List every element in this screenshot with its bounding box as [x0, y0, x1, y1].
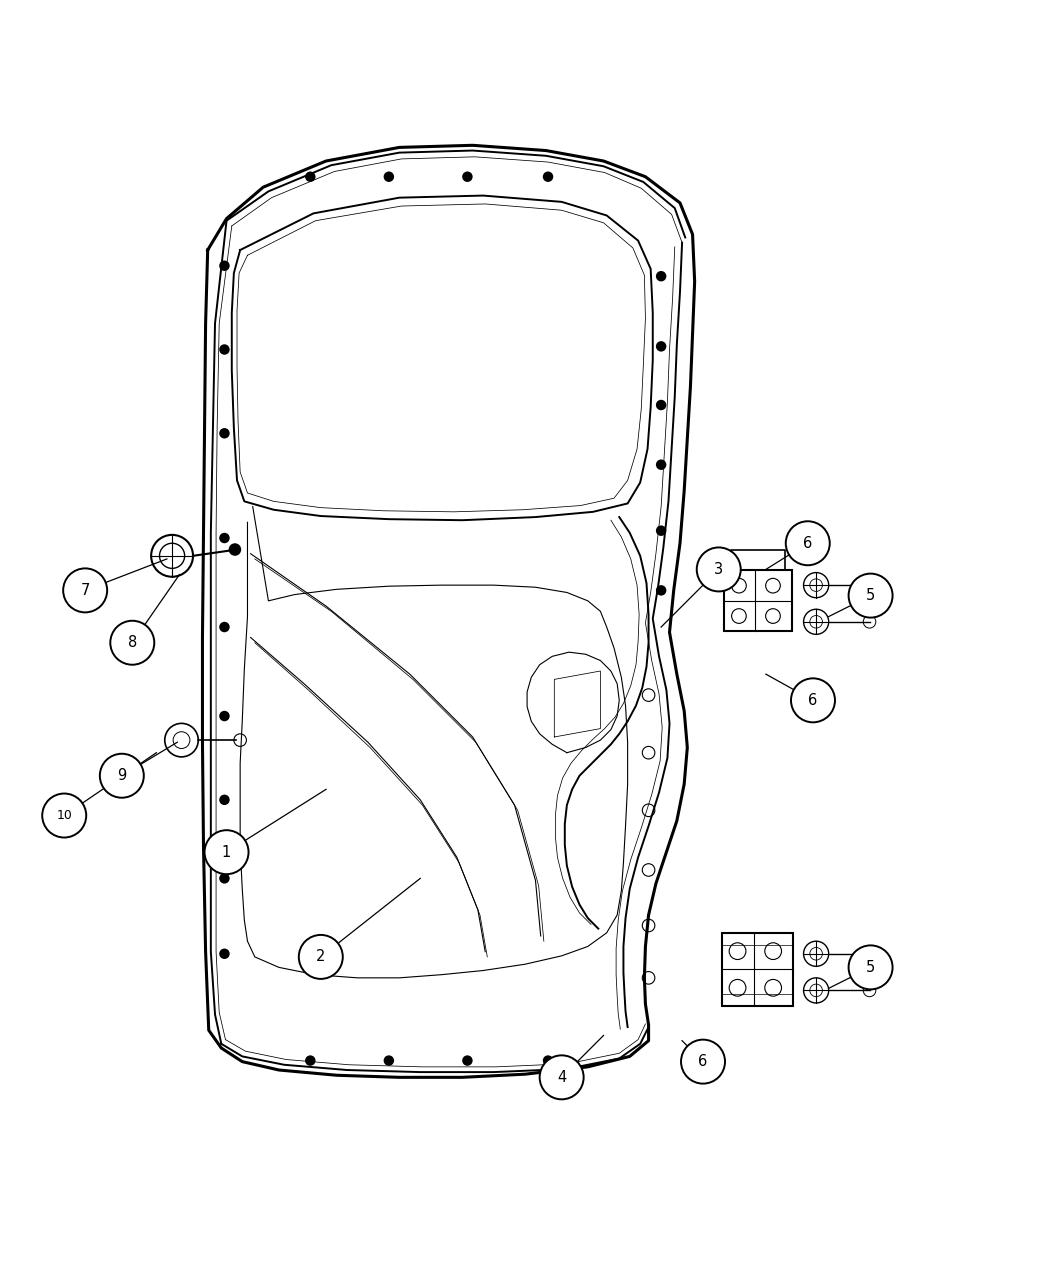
Circle shape: [543, 1056, 553, 1066]
Circle shape: [306, 171, 316, 182]
Text: 6: 6: [803, 536, 813, 551]
Circle shape: [681, 1039, 724, 1084]
Circle shape: [656, 400, 667, 411]
Circle shape: [462, 171, 472, 182]
Circle shape: [462, 1056, 472, 1066]
Circle shape: [306, 1056, 316, 1066]
Circle shape: [848, 945, 892, 989]
Circle shape: [383, 171, 394, 182]
Circle shape: [219, 260, 230, 272]
Circle shape: [110, 621, 154, 664]
Text: 7: 7: [81, 583, 90, 598]
Circle shape: [785, 521, 830, 565]
Circle shape: [219, 873, 230, 884]
Text: 4: 4: [558, 1070, 566, 1085]
Circle shape: [219, 710, 230, 722]
Circle shape: [656, 272, 667, 282]
Circle shape: [100, 754, 144, 798]
Text: 6: 6: [698, 1054, 708, 1070]
Circle shape: [791, 678, 835, 723]
Circle shape: [848, 574, 892, 617]
Circle shape: [219, 533, 230, 543]
Text: 2: 2: [316, 950, 326, 964]
Circle shape: [383, 1056, 394, 1066]
Circle shape: [229, 543, 242, 556]
FancyBboxPatch shape: [723, 570, 792, 631]
Circle shape: [656, 585, 667, 595]
Circle shape: [63, 569, 107, 612]
Circle shape: [205, 830, 249, 875]
Text: 5: 5: [866, 588, 876, 603]
Circle shape: [299, 935, 342, 979]
Circle shape: [219, 949, 230, 959]
Text: 3: 3: [714, 562, 723, 576]
Text: 9: 9: [118, 769, 126, 783]
Text: 10: 10: [57, 810, 72, 822]
FancyBboxPatch shape: [722, 933, 793, 1006]
Circle shape: [656, 459, 667, 470]
Circle shape: [219, 622, 230, 632]
Text: 6: 6: [808, 692, 818, 708]
Circle shape: [219, 794, 230, 805]
Circle shape: [42, 793, 86, 838]
Circle shape: [656, 342, 667, 352]
Circle shape: [697, 547, 740, 592]
Circle shape: [219, 344, 230, 354]
Circle shape: [540, 1056, 584, 1099]
Text: 1: 1: [222, 844, 231, 859]
Circle shape: [219, 428, 230, 439]
Text: 5: 5: [866, 960, 876, 975]
Text: 8: 8: [128, 635, 136, 650]
Circle shape: [543, 171, 553, 182]
Circle shape: [656, 525, 667, 536]
